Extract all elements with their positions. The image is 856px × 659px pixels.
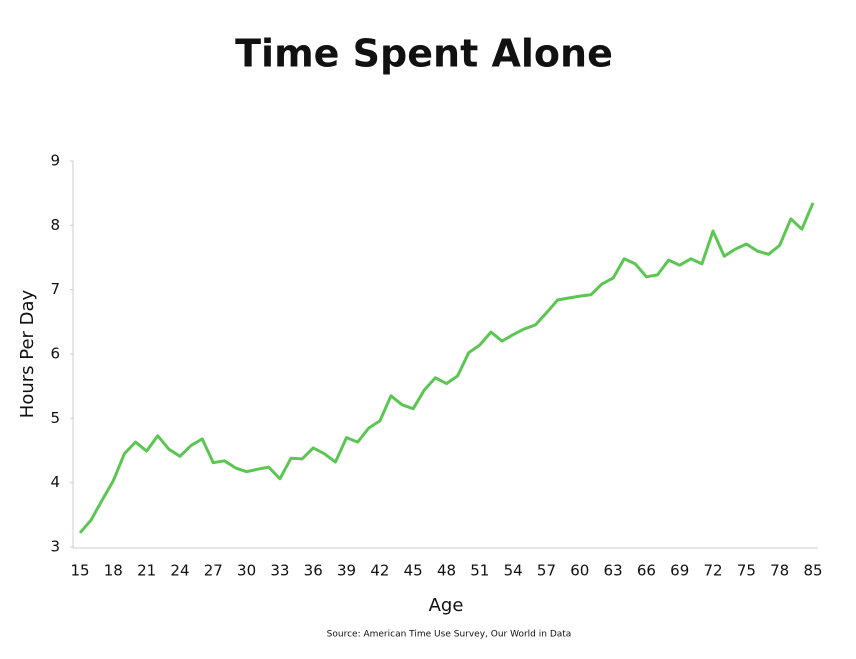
x-tick-label: 57 (537, 562, 556, 580)
x-tick-label: 78 (770, 562, 789, 580)
x-tick-label: 48 (437, 562, 456, 580)
data-line (78, 202, 815, 534)
y-tick-label: 6 (50, 345, 60, 363)
chart-title: Time Spent Alone (235, 32, 613, 76)
x-tick-label: 69 (670, 562, 689, 580)
x-tick-label: 24 (170, 562, 189, 580)
x-tick-label: 85 (803, 562, 822, 580)
x-tick-label: 45 (404, 562, 423, 580)
source-note: Source: American Time Use Survey, Our Wo… (327, 630, 572, 640)
x-axis-label: Age (429, 595, 464, 616)
x-tick-label: 27 (204, 562, 223, 580)
x-tick-label: 72 (703, 562, 722, 580)
y-axis-label: Hours Per Day (17, 289, 38, 418)
y-tick-label: 8 (50, 216, 60, 234)
x-tick-label: 63 (604, 562, 623, 580)
x-tick-label: 15 (70, 562, 89, 580)
x-tick-label: 75 (737, 562, 756, 580)
x-tick-label: 39 (337, 562, 356, 580)
x-tick-label: 60 (570, 562, 589, 580)
x-tick-label: 54 (504, 562, 523, 580)
x-tick-label: 36 (304, 562, 323, 580)
x-tick-label: 66 (637, 562, 656, 580)
x-tick-label: 51 (470, 562, 489, 580)
x-tick-label: 42 (370, 562, 389, 580)
x-tick-label: 18 (104, 562, 123, 580)
x-tick-label: 30 (237, 562, 256, 580)
y-tick-label: 7 (50, 280, 60, 298)
y-tick-label: 5 (50, 409, 60, 427)
x-tick-label: 33 (270, 562, 289, 580)
y-tick-label: 9 (50, 152, 60, 170)
y-tick-label: 3 (50, 538, 60, 556)
x-tick-label: 21 (137, 562, 156, 580)
y-tick-label: 4 (50, 473, 60, 491)
